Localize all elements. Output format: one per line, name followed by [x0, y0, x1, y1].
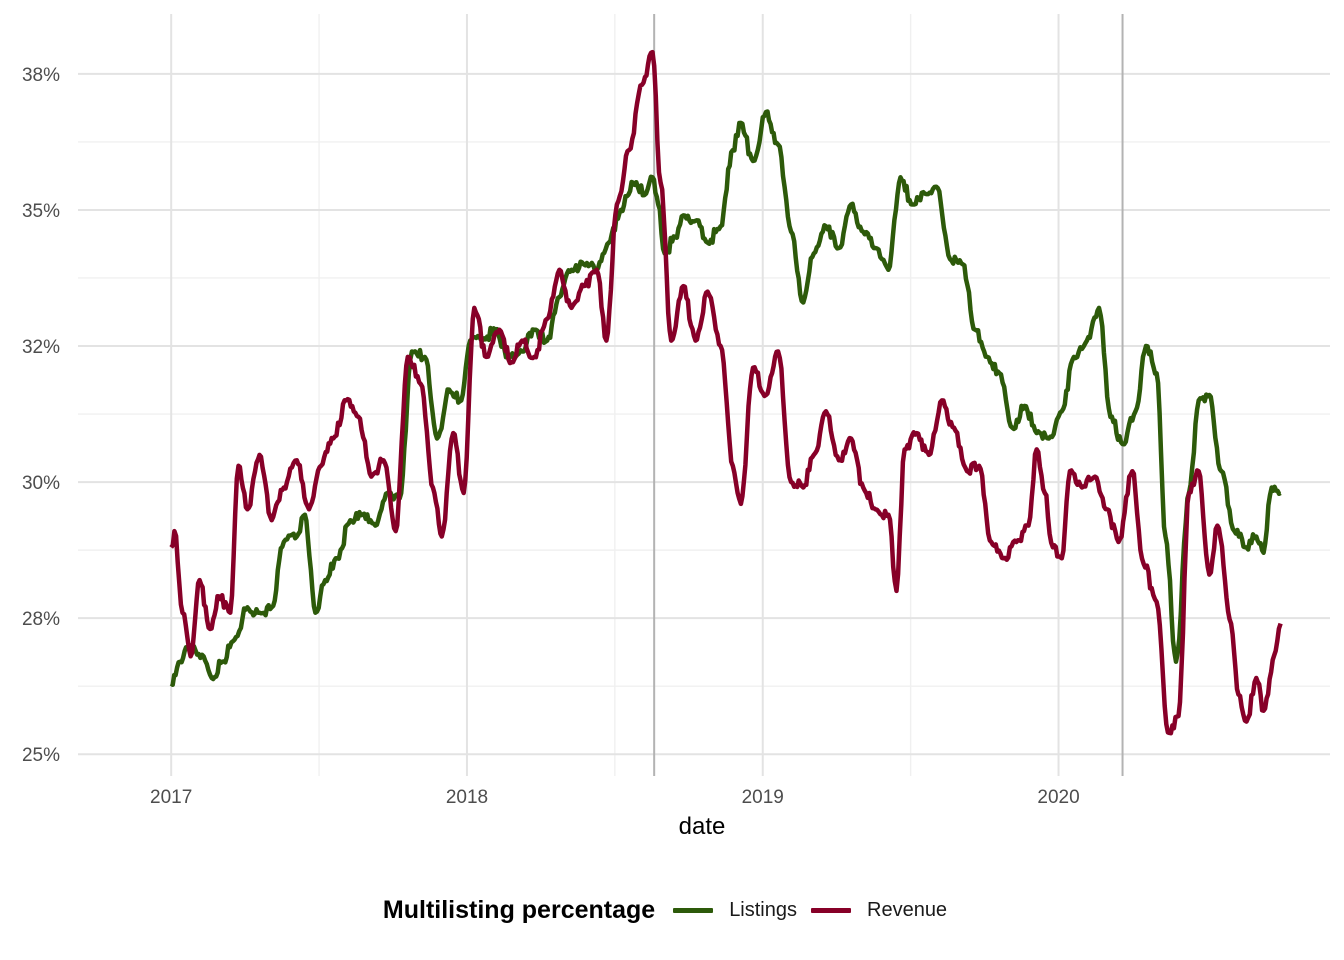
series-layer	[169, 49, 1283, 736]
y-axis-ticks: 25% 28% 30% 32% 35% 38%	[22, 65, 60, 766]
legend-item-revenue: Revenue	[811, 899, 947, 922]
grid-minor	[78, 14, 1330, 776]
grid-major	[78, 14, 1330, 776]
legend-key-revenue	[811, 907, 851, 913]
x-tick-label: 2017	[150, 787, 192, 808]
legend-item-listings: Listings	[673, 899, 797, 922]
legend-title: Multilisting percentage	[382, 895, 656, 924]
x-tick-label: 2020	[1037, 787, 1079, 808]
legend-key-listings	[673, 907, 714, 913]
series-line-listings	[169, 109, 1282, 688]
legend-label-revenue: Revenue	[867, 898, 948, 921]
legend: Multilisting percentage Listings Revenue	[0, 888, 1344, 932]
x-tick-label: 2018	[446, 787, 488, 808]
y-tick-label: 35%	[22, 201, 60, 222]
y-tick-label: 32%	[22, 337, 60, 358]
x-axis-title: date	[679, 813, 726, 840]
series-line-revenue	[169, 49, 1283, 736]
legend-label-listings: Listings	[729, 898, 797, 921]
x-tick-label: 2019	[742, 787, 784, 808]
reference-lines	[653, 14, 1124, 776]
y-tick-label: 25%	[22, 745, 60, 766]
y-tick-label: 28%	[22, 609, 60, 630]
y-tick-label: 30%	[22, 473, 60, 494]
x-axis-ticks: 2017 2018 2019 2020	[150, 787, 1080, 808]
y-tick-label: 38%	[22, 65, 60, 86]
